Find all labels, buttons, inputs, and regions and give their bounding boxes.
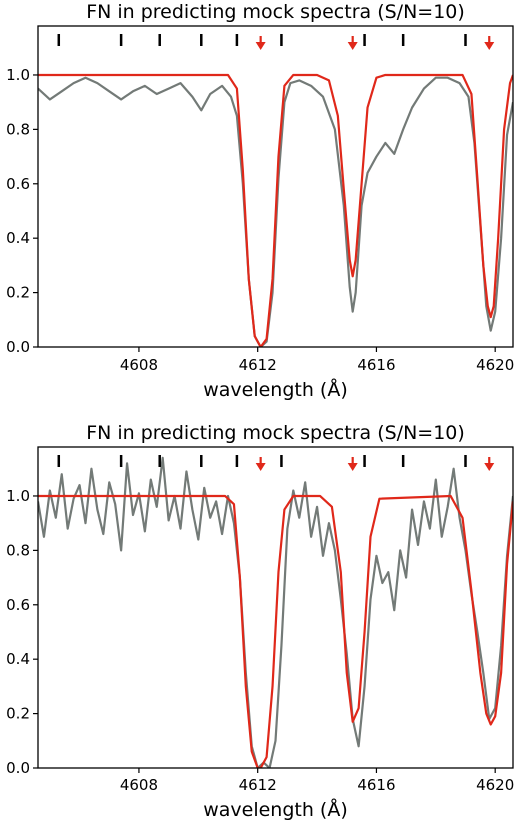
chart-title: FN in predicting mock spectra (S/N=10) <box>86 1 465 23</box>
y-tick-label: 1.0 <box>6 66 30 84</box>
series-group <box>38 73 513 347</box>
y-tick-label: 1.0 <box>6 487 30 505</box>
plot-frame <box>37 446 514 769</box>
x-tick-label: 4616 <box>357 356 395 374</box>
predicted-arrow-icon <box>255 42 266 50</box>
x-tick-label: 4608 <box>120 776 158 794</box>
x-tick-label: 4616 <box>357 776 395 794</box>
x-tick-label: 4612 <box>239 356 277 374</box>
x-tick-label: 4612 <box>239 776 277 794</box>
y-tick-label: 0.4 <box>6 650 30 668</box>
x-axis-label: wavelength (Å) <box>203 798 348 821</box>
y-tick-label: 0.0 <box>6 759 30 777</box>
y-tick-label: 0.6 <box>6 596 30 614</box>
predicted-arrow-icon <box>347 42 358 50</box>
predicted-arrow-icon <box>255 463 266 471</box>
chart-title: FN in predicting mock spectra (S/N=10) <box>86 422 465 444</box>
series-group <box>38 456 513 768</box>
plot-frame <box>37 25 514 348</box>
chart-panel-1: FN in predicting mock spectra (S/N=10) 0.… <box>6 1 514 401</box>
x-tick-label: 4620 <box>476 356 514 374</box>
y-tick-label: 0.6 <box>6 175 30 193</box>
chart-panel-2: FN in predicting mock spectra (S/N=10) 0.… <box>6 422 514 821</box>
predicted-arrow-icon <box>484 42 495 50</box>
x-tick-label: 4620 <box>476 776 514 794</box>
y-tick-label: 0.8 <box>6 120 30 138</box>
spectrum-line-predicted <box>38 73 513 347</box>
x-axis-label: wavelength (Å) <box>203 378 348 401</box>
predicted-arrow-icon <box>484 463 495 471</box>
spectrum-line-observed <box>38 76 513 347</box>
predicted-arrow-icon <box>347 463 358 471</box>
y-tick-label: 0.2 <box>6 284 30 302</box>
y-tick-label: 0.0 <box>6 338 30 356</box>
spectrum-line-predicted <box>38 494 513 768</box>
y-tick-label: 0.4 <box>6 229 30 247</box>
y-tick-label: 0.2 <box>6 705 30 723</box>
x-tick-label: 4608 <box>120 356 158 374</box>
y-tick-label: 0.8 <box>6 541 30 559</box>
